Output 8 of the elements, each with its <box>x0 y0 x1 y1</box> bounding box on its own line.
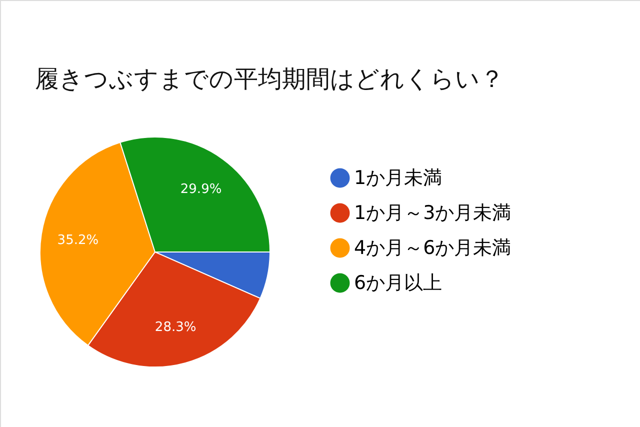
legend-label: 1か月～3か月未満 <box>354 202 512 224</box>
legend-label: 4か月～6か月未満 <box>354 237 512 259</box>
legend-label: 1か月未満 <box>354 167 442 189</box>
data-label: 29.9% <box>180 182 222 198</box>
data-label: 28.3% <box>154 320 196 336</box>
legend-label: 6か月以上 <box>354 272 442 294</box>
chart-title: 履きつぶすまでの平均期間はどれくらい？ <box>35 65 504 93</box>
data-label: 35.2% <box>57 232 99 248</box>
